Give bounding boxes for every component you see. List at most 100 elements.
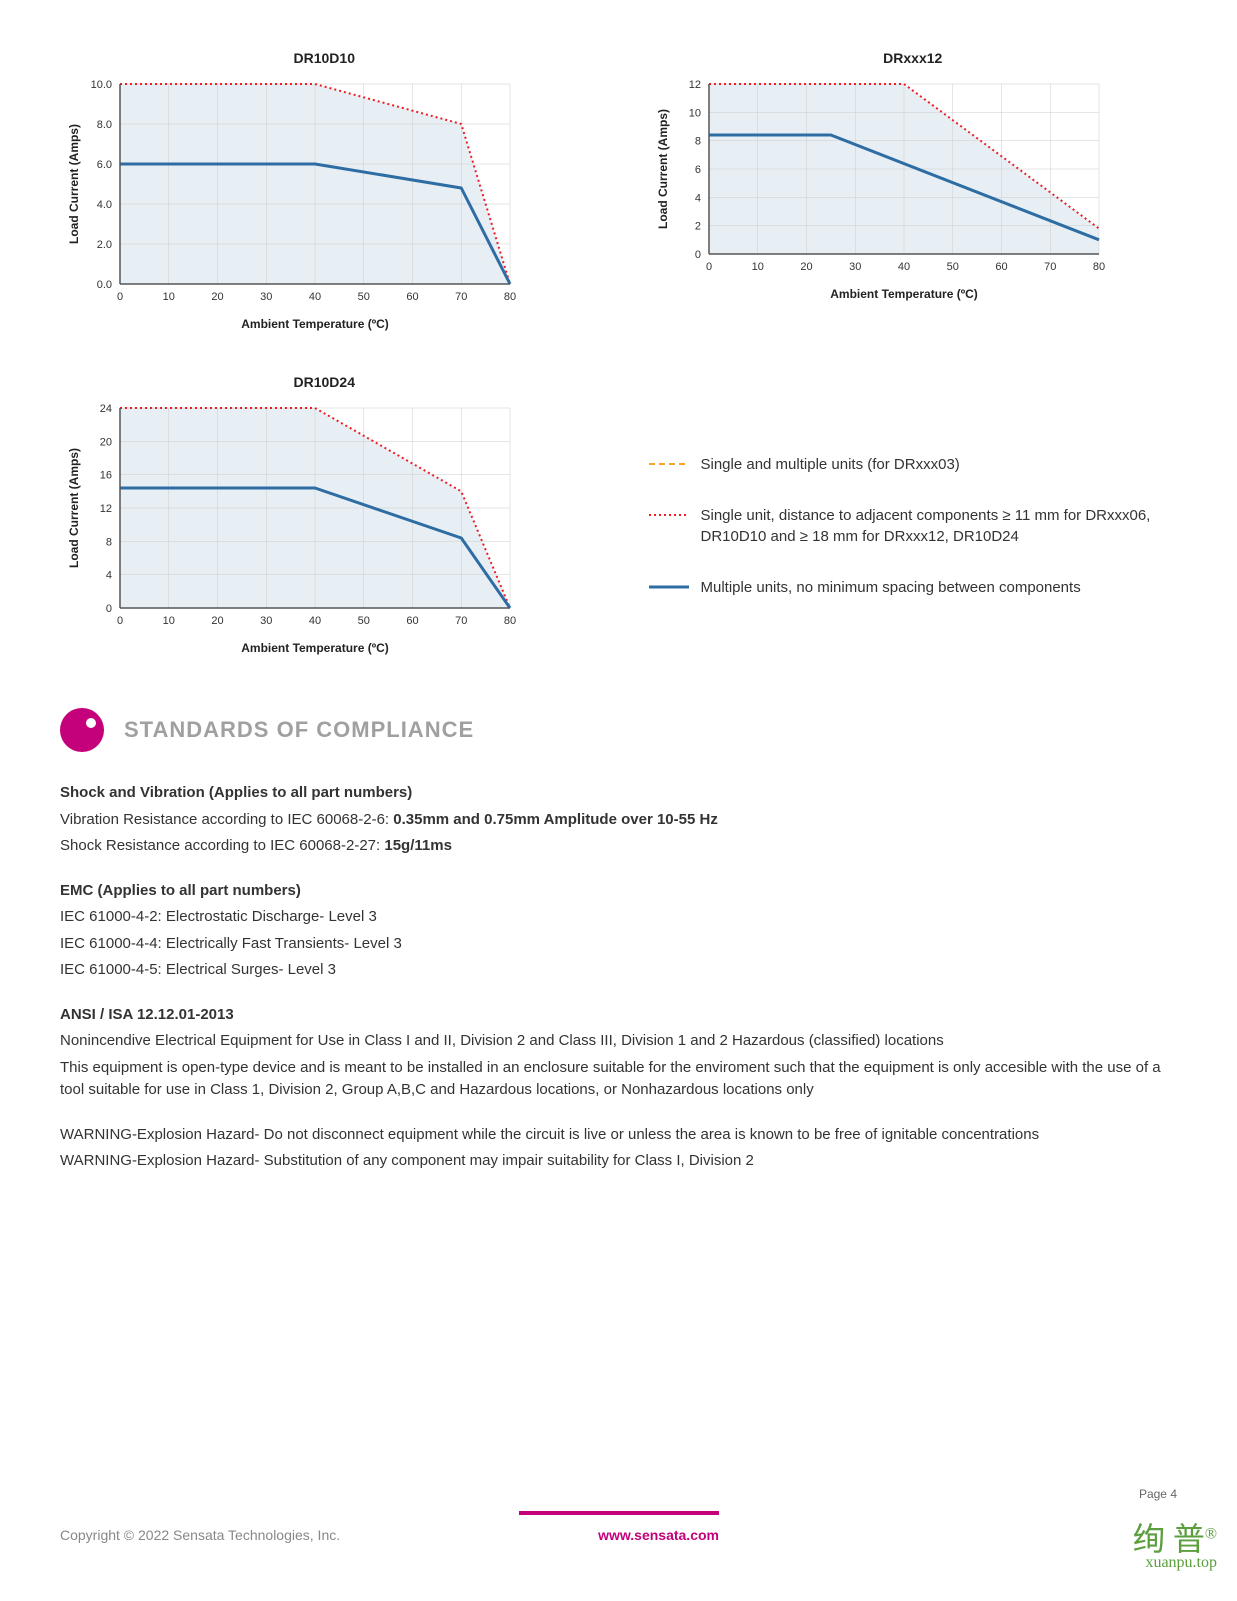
chart-drxxx12: DRxxx12 0 10 20 30 40 50 60 70 80 0 2 4 6 8 10 12 Ambien… xyxy=(649,50,1178,334)
svg-text:4: 4 xyxy=(106,570,112,582)
svg-text:70: 70 xyxy=(455,291,467,303)
svg-text:10: 10 xyxy=(163,615,175,627)
svg-text:8: 8 xyxy=(106,536,112,548)
svg-text:0: 0 xyxy=(705,261,711,273)
svg-text:40: 40 xyxy=(309,615,321,627)
svg-text:16: 16 xyxy=(100,470,112,482)
svg-text:20: 20 xyxy=(211,291,223,303)
svg-text:60: 60 xyxy=(406,291,418,303)
shock-vibration-block: Shock and Vibration (Applies to all part… xyxy=(60,782,1177,858)
chart-title: DRxxx12 xyxy=(649,50,1178,66)
svg-text:12: 12 xyxy=(100,503,112,515)
svg-text:40: 40 xyxy=(897,261,909,273)
svg-text:Ambient Temperature (ºC): Ambient Temperature (ºC) xyxy=(830,287,978,301)
section-dot-icon xyxy=(60,708,104,752)
emc-line3: IEC 61000-4-5: Electrical Surges- Level … xyxy=(60,959,1177,982)
legend-swatch-icon xyxy=(649,505,689,525)
watermark-main: 绚 普 xyxy=(1133,1521,1205,1557)
section-header: STANDARDS OF COMPLIANCE xyxy=(60,708,1177,752)
svg-text:0.0: 0.0 xyxy=(97,279,112,291)
svg-text:4: 4 xyxy=(694,192,700,204)
emc-line2: IEC 61000-4-4: Electrically Fast Transie… xyxy=(60,933,1177,956)
svg-text:Load Current (Amps): Load Current (Amps) xyxy=(67,448,81,568)
shock-line2-pre: Shock Resistance according to IEC 60068-… xyxy=(60,837,384,854)
svg-text:0: 0 xyxy=(694,249,700,261)
svg-text:12: 12 xyxy=(688,79,700,91)
svg-text:20: 20 xyxy=(100,436,112,448)
warning-block: WARNING-Explosion Hazard- Do not disconn… xyxy=(60,1124,1177,1173)
svg-text:6: 6 xyxy=(694,164,700,176)
svg-text:80: 80 xyxy=(504,291,516,303)
svg-text:70: 70 xyxy=(455,615,467,627)
svg-text:6.0: 6.0 xyxy=(97,159,112,171)
svg-text:2.0: 2.0 xyxy=(97,239,112,251)
svg-text:30: 30 xyxy=(260,615,272,627)
emc-block: EMC (Applies to all part numbers) IEC 61… xyxy=(60,880,1177,982)
ansi-line1: Nonincendive Electrical Equipment for Us… xyxy=(60,1030,1177,1053)
shock-line1-bold: 0.35mm and 0.75mm Amplitude over 10-55 H… xyxy=(393,811,718,828)
svg-text:60: 60 xyxy=(995,261,1007,273)
svg-text:24: 24 xyxy=(100,403,112,415)
footer-url[interactable]: www.sensata.com xyxy=(340,1527,977,1543)
legend-item: Single and multiple units (for DRxxx03) xyxy=(649,454,1178,475)
svg-text:8.0: 8.0 xyxy=(97,119,112,131)
svg-text:50: 50 xyxy=(358,615,370,627)
legend-item: Single unit, distance to adjacent compon… xyxy=(649,505,1178,547)
svg-text:20: 20 xyxy=(211,615,223,627)
svg-text:50: 50 xyxy=(946,261,958,273)
chart-title: DR10D24 xyxy=(60,374,589,390)
legend-text: Single unit, distance to adjacent compon… xyxy=(701,505,1178,547)
watermark-sup: ® xyxy=(1205,1525,1217,1542)
legend-text: Single and multiple units (for DRxxx03) xyxy=(701,454,960,475)
ansi-line2: This equipment is open-type device and i… xyxy=(60,1057,1177,1102)
legend-swatch-icon xyxy=(649,577,689,597)
svg-text:20: 20 xyxy=(800,261,812,273)
svg-text:0: 0 xyxy=(117,291,123,303)
svg-text:40: 40 xyxy=(309,291,321,303)
svg-text:0: 0 xyxy=(117,615,123,627)
svg-text:80: 80 xyxy=(504,615,516,627)
ansi-heading: ANSI / ISA 12.12.01-2013 xyxy=(60,1004,1177,1027)
chart-title: DR10D10 xyxy=(60,50,589,66)
chart-dr10d10: DR10D10 010203040506070800.02.04.06.08.0… xyxy=(60,50,589,334)
legend-item: Multiple units, no minimum spacing betwe… xyxy=(649,577,1178,598)
svg-text:Load Current (Amps): Load Current (Amps) xyxy=(67,124,81,244)
shock-line1-pre: Vibration Resistance according to IEC 60… xyxy=(60,811,393,828)
shock-heading: Shock and Vibration (Applies to all part… xyxy=(60,782,1177,805)
svg-text:Ambient Temperature (ºC): Ambient Temperature (ºC) xyxy=(241,317,389,331)
shock-line2: Shock Resistance according to IEC 60068-… xyxy=(60,835,1177,858)
svg-text:30: 30 xyxy=(849,261,861,273)
svg-text:60: 60 xyxy=(406,615,418,627)
legend-text: Multiple units, no minimum spacing betwe… xyxy=(701,577,1081,598)
svg-text:0: 0 xyxy=(106,603,112,615)
svg-text:2: 2 xyxy=(694,221,700,233)
svg-text:Ambient Temperature (ºC): Ambient Temperature (ºC) xyxy=(241,641,389,655)
svg-text:10: 10 xyxy=(688,107,700,119)
svg-text:10: 10 xyxy=(751,261,763,273)
section-title: STANDARDS OF COMPLIANCE xyxy=(124,717,474,743)
svg-text:10.0: 10.0 xyxy=(91,79,112,91)
chart-legend: Single and multiple units (for DRxxx03) S… xyxy=(649,374,1178,658)
warn-line1: WARNING-Explosion Hazard- Do not disconn… xyxy=(60,1124,1177,1147)
legend-swatch-icon xyxy=(649,454,689,474)
emc-heading: EMC (Applies to all part numbers) xyxy=(60,880,1177,903)
svg-text:50: 50 xyxy=(358,291,370,303)
page-number: Page 4 xyxy=(1139,1487,1177,1501)
ansi-block: ANSI / ISA 12.12.01-2013 Nonincendive El… xyxy=(60,1004,1177,1102)
svg-text:80: 80 xyxy=(1092,261,1104,273)
footer-accent-line xyxy=(519,1511,719,1515)
svg-text:Load Current (Amps): Load Current (Amps) xyxy=(656,109,670,229)
shock-line2-bold: 15g/11ms xyxy=(384,837,452,854)
svg-text:10: 10 xyxy=(163,291,175,303)
watermark-sub: xuanpu.top xyxy=(1133,1555,1217,1571)
warn-line2: WARNING-Explosion Hazard- Substitution o… xyxy=(60,1150,1177,1173)
emc-line1: IEC 61000-4-2: Electrostatic Discharge- … xyxy=(60,906,1177,929)
chart-dr10d24: DR10D24 0 10 20 30 40 50 60 70 80 0 4 8 12 16 20 24 Ambi… xyxy=(60,374,589,658)
footer: Copyright © 2022 Sensata Technologies, I… xyxy=(0,1511,1237,1543)
copyright-text: Copyright © 2022 Sensata Technologies, I… xyxy=(60,1527,340,1543)
svg-text:70: 70 xyxy=(1044,261,1056,273)
watermark: 绚 普® xuanpu.top xyxy=(1133,1523,1217,1571)
svg-text:8: 8 xyxy=(694,136,700,148)
svg-text:30: 30 xyxy=(260,291,272,303)
shock-line1: Vibration Resistance according to IEC 60… xyxy=(60,809,1177,832)
